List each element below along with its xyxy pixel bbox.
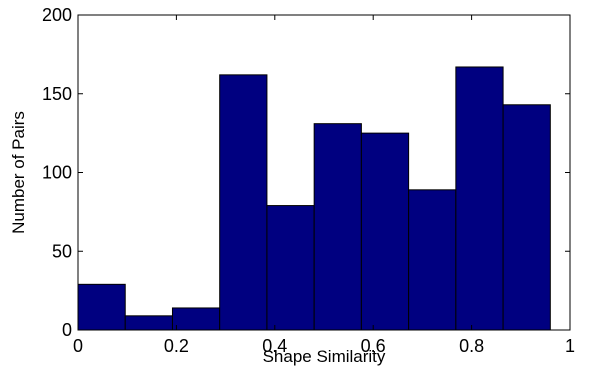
histogram-bar-2 bbox=[171, 307, 221, 331]
histogram-bar-9 bbox=[502, 104, 551, 331]
x-axis-label: Shape Similarity bbox=[263, 347, 386, 366]
y-tick-label: 150 bbox=[42, 84, 72, 104]
histogram-bar-5 bbox=[313, 123, 362, 331]
histogram-bar-1 bbox=[124, 315, 173, 331]
bars-layer bbox=[77, 66, 551, 331]
y-tick-label: 100 bbox=[42, 163, 72, 183]
histogram-bar-3 bbox=[219, 74, 268, 331]
y-tick-label: 0 bbox=[62, 320, 72, 340]
x-tick-label: 1 bbox=[565, 336, 575, 356]
x-tick-label: 0 bbox=[73, 336, 83, 356]
x-tick-label: 0.6 bbox=[361, 336, 386, 356]
histogram-bar-7 bbox=[408, 189, 457, 331]
y-tick-label: 200 bbox=[42, 5, 72, 25]
y-axis-label: Number of Pairs bbox=[9, 111, 28, 234]
histogram-bar-6 bbox=[360, 132, 410, 331]
y-tick-label: 50 bbox=[52, 241, 72, 261]
histogram-bar-4 bbox=[266, 205, 315, 331]
histogram-bar-8 bbox=[455, 66, 504, 331]
ticks-layer: 0 0.2 0.4 0.6 0.8 1 0 50 100 150 200 bbox=[42, 5, 575, 356]
x-tick-label: 0.8 bbox=[459, 336, 484, 356]
histogram-bar-0 bbox=[77, 283, 126, 331]
x-tick-label: 0.4 bbox=[262, 336, 287, 356]
x-tick-label: 0.2 bbox=[164, 336, 189, 356]
